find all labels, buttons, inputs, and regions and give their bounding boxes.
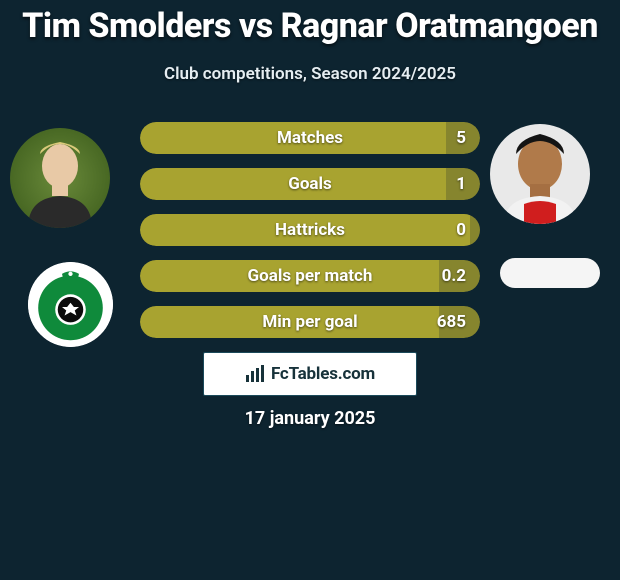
player2-avatar bbox=[490, 124, 590, 224]
stat-value: 685 bbox=[437, 312, 466, 332]
stat-value: 0 bbox=[456, 220, 466, 240]
stat-bar-goals: Goals 1 bbox=[140, 168, 480, 200]
stat-bar-goals-per-match: Goals per match 0.2 bbox=[140, 260, 480, 292]
stat-label: Min per goal bbox=[262, 312, 357, 332]
brand-text: FcTables.com bbox=[271, 364, 375, 384]
stat-bar-hattricks: Hattricks 0 bbox=[140, 214, 480, 246]
stat-value: 0.2 bbox=[442, 266, 466, 286]
stat-label: Matches bbox=[277, 128, 343, 148]
stats-bars: Matches 5 Goals 1 Hattricks 0 Goals per … bbox=[140, 122, 480, 352]
player2-club-badge bbox=[500, 258, 600, 288]
stat-bar-min-per-goal: Min per goal 685 bbox=[140, 306, 480, 338]
stat-value: 5 bbox=[456, 128, 466, 148]
stat-label: Goals bbox=[288, 174, 332, 194]
subtitle: Club competitions, Season 2024/2025 bbox=[0, 64, 620, 84]
stat-value: 1 bbox=[456, 174, 466, 194]
brand-logo: FcTables.com bbox=[203, 352, 417, 396]
stat-label: Hattricks bbox=[275, 220, 345, 240]
player1-club-badge bbox=[28, 262, 113, 347]
date-text: 17 january 2025 bbox=[245, 408, 376, 429]
player1-avatar bbox=[10, 128, 110, 228]
bar-chart-icon bbox=[245, 365, 265, 383]
stat-label: Goals per match bbox=[248, 266, 373, 286]
page-title: Tim Smolders vs Ragnar Oratmangoen bbox=[0, 0, 620, 46]
stat-bar-matches: Matches 5 bbox=[140, 122, 480, 154]
